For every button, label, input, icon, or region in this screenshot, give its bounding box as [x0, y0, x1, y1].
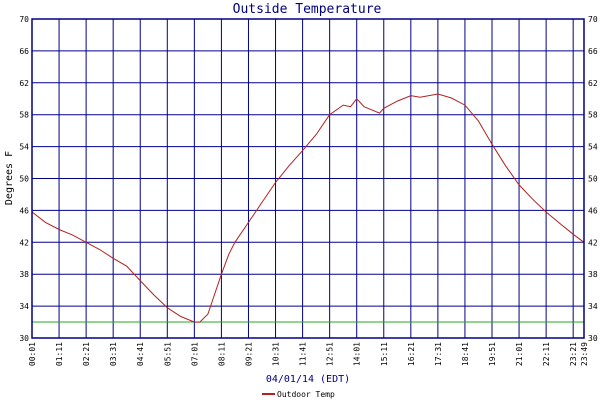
y-tick-label-left: 42 [19, 238, 29, 247]
plot-frame [31, 18, 585, 339]
series-line-outdoor-temp [31, 93, 585, 323]
y-tick-label-left: 62 [19, 79, 29, 88]
y-tick-label-right: 38 [588, 270, 598, 279]
y-tick-label-right: 42 [588, 238, 598, 247]
y-tick-label-right: 54 [588, 143, 598, 152]
x-tick-label: 16:21 [407, 342, 416, 366]
y-tick-label-left: 54 [19, 143, 29, 152]
x-tick-label: 00:01 [28, 342, 37, 366]
y-tick-label-right: 70 [588, 15, 598, 24]
x-tick-label: 15:11 [380, 342, 389, 366]
y-tick-label-right: 46 [588, 206, 598, 215]
x-tick-label: 23:49 [580, 342, 589, 366]
x-axis-label: 04/01/14 (EDT) [266, 374, 350, 385]
x-tick-label: 18:41 [461, 342, 470, 366]
y-tick-label-right: 66 [588, 47, 598, 56]
x-tick-label: 21:01 [515, 342, 524, 366]
y-tick-label-left: 66 [19, 47, 29, 56]
x-tick-label: 05:51 [163, 342, 172, 366]
y-tick-label-left: 50 [19, 175, 29, 184]
y-tick-label-right: 58 [588, 111, 598, 120]
frame-layer [31, 18, 585, 339]
x-tick-label: 23:21 [569, 342, 578, 366]
y-tick-label-left: 46 [19, 206, 29, 215]
x-tick-label: 22:11 [542, 342, 551, 366]
y-tick-label-left: 30 [19, 334, 29, 343]
x-tick-label: 08:11 [217, 342, 226, 366]
y-tick-label-left: 34 [19, 302, 29, 311]
x-tick-label: 01:11 [55, 342, 64, 366]
x-tick-label: 11:41 [299, 342, 308, 366]
y-axis-label: Degrees F [4, 151, 15, 205]
y-tick-label-left: 58 [19, 111, 29, 120]
x-tick-label: 07:01 [190, 342, 199, 366]
y-tick-label-right: 62 [588, 79, 598, 88]
x-tick-label: 02:21 [82, 342, 91, 366]
chart-title: Outside Temperature [233, 2, 382, 17]
y-tick-label-left: 70 [19, 15, 29, 24]
x-tick-label: 09:21 [244, 342, 253, 366]
legend: Outdoor Temp [262, 390, 335, 399]
y-tick-label-left: 38 [19, 270, 29, 279]
y-tick-label-right: 30 [588, 334, 598, 343]
y-tick-label-right: 34 [588, 302, 598, 311]
x-tick-label: 14:01 [353, 342, 362, 366]
series-layer [31, 93, 585, 323]
x-tick-label: 10:31 [272, 342, 281, 366]
tick-layer: 30 30 34 34 38 38 42 42 46 46 50 50 54 54 58 58 62 62 66 66… [19, 15, 597, 366]
x-tick-label: 12:51 [326, 342, 335, 366]
x-tick-label: 04:41 [136, 342, 145, 366]
y-tick-label-right: 50 [588, 175, 598, 184]
x-tick-label: 17:31 [434, 342, 443, 366]
x-tick-label: 03:31 [109, 342, 118, 366]
legend-label-outdoor-temp: Outdoor Temp [277, 390, 335, 399]
x-tick-label: 19:51 [488, 342, 497, 366]
